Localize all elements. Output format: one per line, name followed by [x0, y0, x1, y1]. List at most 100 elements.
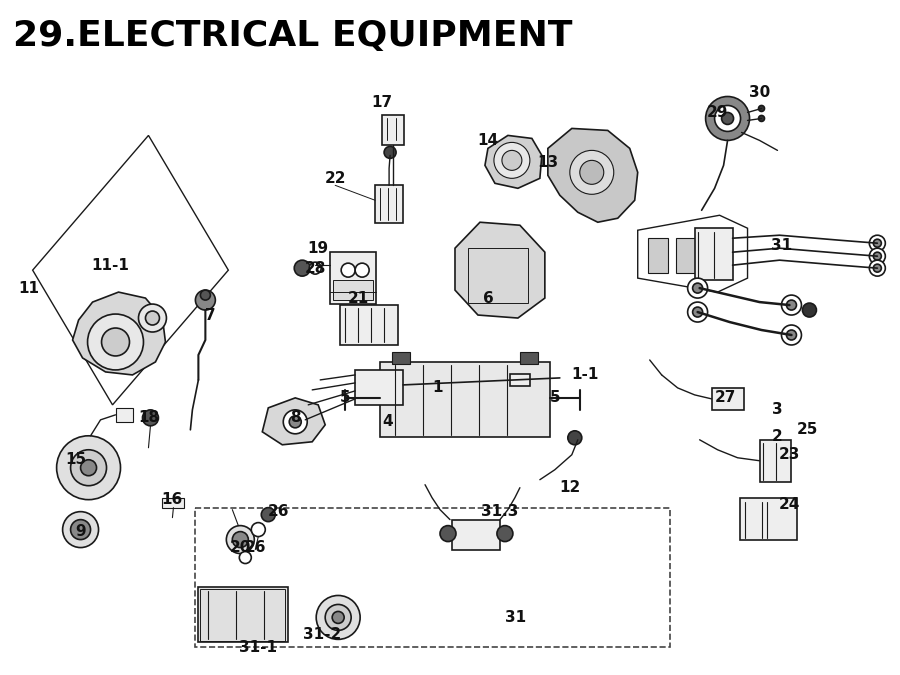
Circle shape: [325, 604, 351, 630]
Circle shape: [693, 283, 703, 293]
Circle shape: [787, 300, 796, 310]
Text: 7: 7: [205, 308, 216, 323]
Circle shape: [226, 526, 255, 554]
Text: 31-2: 31-2: [303, 627, 341, 642]
Circle shape: [570, 151, 614, 194]
Bar: [195, 508, 670, 647]
Text: 16: 16: [162, 492, 183, 507]
Text: 25: 25: [796, 423, 818, 437]
Circle shape: [502, 151, 522, 170]
Bar: [712, 388, 743, 410]
Circle shape: [873, 239, 881, 247]
Circle shape: [261, 508, 275, 522]
Bar: [380, 362, 550, 437]
Bar: [676, 238, 696, 273]
Circle shape: [294, 260, 310, 276]
Circle shape: [715, 105, 741, 132]
Text: 30: 30: [749, 85, 770, 100]
Circle shape: [869, 235, 886, 251]
Text: 11: 11: [18, 281, 40, 296]
Circle shape: [356, 263, 369, 277]
Bar: [760, 440, 791, 482]
Text: 5: 5: [340, 390, 350, 406]
Text: 24: 24: [778, 497, 800, 512]
Text: 28: 28: [304, 261, 326, 275]
Text: 3: 3: [772, 402, 783, 417]
Circle shape: [873, 252, 881, 260]
Polygon shape: [262, 398, 325, 445]
Bar: [198, 587, 288, 643]
Polygon shape: [32, 136, 229, 405]
Text: 31.3: 31.3: [482, 504, 518, 519]
Circle shape: [341, 263, 356, 277]
Circle shape: [316, 595, 360, 639]
Text: 29.ELECTRICAL EQUIPMENT: 29.ELECTRICAL EQUIPMENT: [13, 19, 572, 53]
Circle shape: [873, 264, 881, 272]
Bar: [740, 497, 797, 539]
Text: 17: 17: [372, 95, 392, 110]
Bar: [356, 370, 403, 405]
Circle shape: [722, 113, 734, 124]
Circle shape: [869, 248, 886, 264]
Text: 6: 6: [482, 290, 493, 306]
Text: 27: 27: [715, 390, 736, 406]
Bar: [162, 497, 184, 508]
Bar: [452, 520, 500, 549]
Circle shape: [81, 460, 96, 476]
Polygon shape: [485, 136, 542, 188]
Text: 26: 26: [267, 504, 289, 519]
Polygon shape: [455, 222, 544, 318]
Polygon shape: [548, 128, 638, 222]
Bar: [468, 248, 528, 303]
Text: 9: 9: [76, 524, 86, 539]
Text: 23: 23: [778, 448, 800, 462]
Circle shape: [239, 551, 251, 564]
Circle shape: [869, 260, 886, 276]
Text: 8: 8: [290, 410, 301, 425]
Circle shape: [497, 526, 513, 541]
Bar: [382, 115, 404, 145]
Circle shape: [102, 328, 130, 356]
Text: 5: 5: [550, 390, 560, 406]
Polygon shape: [638, 215, 748, 292]
Circle shape: [146, 311, 159, 325]
Text: 2: 2: [772, 429, 783, 444]
Text: 22: 22: [324, 171, 346, 186]
Text: 11-1: 11-1: [92, 258, 130, 273]
Circle shape: [693, 307, 703, 317]
Bar: [695, 228, 733, 280]
Circle shape: [251, 522, 266, 537]
Text: 31: 31: [505, 610, 526, 625]
Bar: [375, 186, 403, 223]
Text: 4: 4: [382, 414, 393, 429]
Bar: [330, 252, 376, 304]
Circle shape: [232, 532, 248, 547]
Text: 14: 14: [477, 133, 499, 148]
Circle shape: [310, 262, 321, 274]
Circle shape: [142, 410, 158, 426]
Circle shape: [139, 304, 166, 332]
Text: 20: 20: [230, 540, 251, 555]
Circle shape: [781, 325, 802, 345]
Circle shape: [759, 105, 764, 111]
Circle shape: [332, 612, 344, 624]
Text: 21: 21: [347, 290, 369, 306]
Bar: [520, 352, 538, 364]
Circle shape: [87, 314, 143, 370]
Circle shape: [759, 115, 764, 122]
Polygon shape: [73, 292, 166, 375]
Circle shape: [787, 330, 796, 340]
Circle shape: [440, 526, 456, 541]
Text: 19: 19: [308, 241, 328, 256]
Circle shape: [201, 290, 211, 300]
Circle shape: [289, 416, 302, 428]
Circle shape: [384, 146, 396, 159]
Bar: [333, 280, 374, 300]
Circle shape: [580, 161, 604, 184]
Circle shape: [284, 410, 307, 434]
Bar: [340, 305, 398, 345]
Text: 13: 13: [537, 155, 558, 170]
Text: 1-1: 1-1: [572, 367, 598, 383]
Text: 1: 1: [433, 381, 444, 396]
Text: 31: 31: [771, 238, 792, 252]
